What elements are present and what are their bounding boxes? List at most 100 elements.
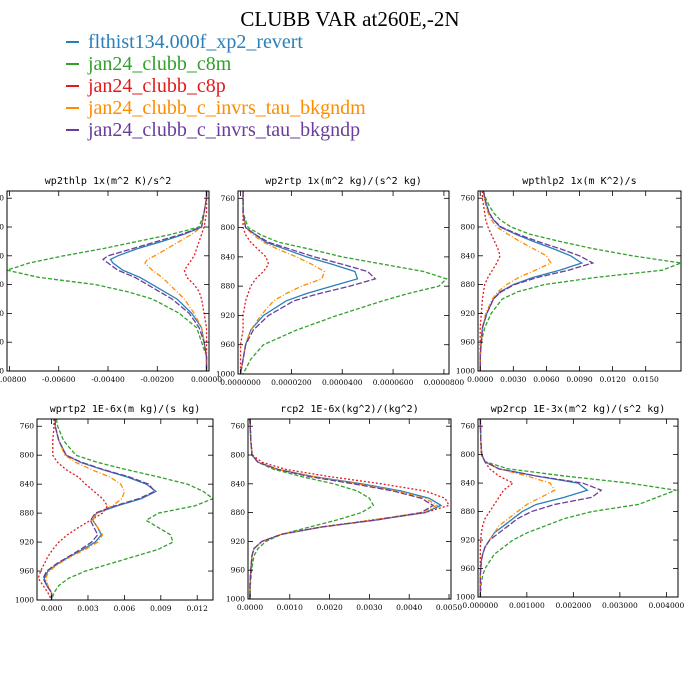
legend-label: jan24_clubb_c8p: [88, 75, 226, 97]
x-tick-label: 0.0150: [633, 375, 659, 384]
x-tick-label: 0.0000: [467, 375, 493, 384]
panel-title: wp2rtp 1x(m^2 kg)/(s^2 kg): [265, 176, 422, 187]
y-tick-label: 1000: [15, 596, 34, 605]
y-tick-label: 840: [461, 479, 476, 488]
legend-swatch: [66, 63, 79, 65]
panel-title: wpthlp2 1x(m K^2)/s: [522, 176, 636, 187]
y-tick-label: 760: [221, 194, 236, 203]
series-line: [42, 419, 156, 600]
panel-title: rcp2 1E-6x(kg^2)/(kg^2): [280, 404, 418, 415]
x-tick-label: 0.0030: [500, 375, 526, 384]
series-line: [242, 191, 448, 374]
series-line: [479, 419, 515, 597]
series-line: [479, 191, 552, 371]
panel-frame: [237, 190, 450, 375]
y-tick-label: 920: [461, 309, 476, 318]
y-tick-label: 960: [0, 338, 4, 347]
series-line: [249, 419, 375, 599]
legend-label: jan24_clubb_c8m: [88, 53, 232, 75]
legend-entry: jan24_clubb_c8p: [66, 75, 366, 97]
y-tick-label: 760: [0, 194, 4, 203]
x-tick-label: -0.00400: [91, 375, 125, 384]
y-tick-label: 1000: [216, 370, 235, 379]
y-tick-label: 880: [231, 508, 246, 517]
series-line: [239, 191, 270, 374]
legend-label: jan24_clubb_c_invrs_tau_bkgndm: [88, 97, 366, 119]
y-tick-label: 880: [461, 280, 476, 289]
series-line: [239, 191, 377, 374]
y-tick-label: 920: [461, 536, 476, 545]
y-tick-label: 960: [461, 564, 476, 573]
y-tick-label: 920: [221, 311, 236, 320]
x-tick-label: 0.0000200: [271, 378, 312, 387]
y-tick-label: 960: [221, 340, 236, 349]
y-tick-label: 800: [461, 223, 476, 232]
panel-title: wprtp2 1E-6x(m kg)/(s kg): [50, 404, 201, 415]
series-line: [479, 419, 589, 597]
x-tick-label: 0.002000: [555, 601, 591, 610]
series-line: [101, 191, 208, 371]
y-tick-label: 1000: [226, 595, 245, 604]
series-line: [479, 419, 603, 597]
x-tick-label: 0.0000: [237, 603, 263, 612]
series-line: [239, 191, 326, 374]
x-tick-label: 0.00000: [191, 375, 222, 384]
series-line: [249, 419, 450, 599]
panel-title: wp2thlp 1x(m^2 K)/s^2: [45, 176, 171, 187]
legend-swatch: [66, 41, 79, 43]
x-tick-label: 0.0020: [316, 603, 342, 612]
panel-frame: [6, 190, 210, 372]
legend-label: flthist134.000f_xp2_revert: [88, 31, 303, 53]
x-tick-label: 0.003000: [602, 601, 638, 610]
legend-swatch: [66, 85, 79, 87]
series-line: [479, 419, 678, 597]
y-tick-label: 920: [20, 538, 35, 547]
legend-entry: flthist134.000f_xp2_revert: [66, 31, 366, 53]
series-line: [109, 191, 208, 371]
y-tick-label: 840: [221, 252, 236, 261]
y-tick-label: 800: [20, 451, 35, 460]
x-tick-label: 0.000000: [462, 601, 498, 610]
legend-entry: jan24_clubb_c_invrs_tau_bkgndp: [66, 119, 366, 141]
y-tick-label: 840: [461, 251, 476, 260]
y-tick-label: 760: [461, 422, 476, 431]
y-tick-label: 880: [0, 280, 4, 289]
x-tick-label: 0.0000800: [424, 378, 465, 387]
y-tick-label: 1000: [456, 367, 475, 376]
legend-entry: jan24_clubb_c8m: [66, 53, 366, 75]
series-line: [239, 191, 359, 374]
y-tick-label: 960: [20, 567, 35, 576]
x-tick-label: 0.0010: [277, 603, 303, 612]
x-tick-label: 0.0050: [436, 603, 462, 612]
x-tick-label: 0.001000: [509, 601, 545, 610]
y-tick-label: 880: [461, 507, 476, 516]
y-tick-label: 960: [231, 566, 246, 575]
series-line: [44, 419, 126, 600]
series-line: [479, 191, 501, 371]
y-tick-label: 840: [231, 479, 246, 488]
x-tick-label: 0.0120: [599, 375, 625, 384]
series-line: [249, 419, 439, 599]
y-tick-label: 800: [221, 223, 236, 232]
x-tick-label: 0.0060: [533, 375, 559, 384]
panel-title: wp2rcp 1E-3x(m^2 kg)/(s^2 kg): [491, 404, 666, 415]
x-tick-label: 0.0000000: [220, 378, 261, 387]
y-tick-label: 800: [231, 451, 246, 460]
panel-frame: [477, 190, 682, 372]
x-tick-label: 0.0000400: [322, 378, 363, 387]
legend-label: jan24_clubb_c_invrs_tau_bkgndp: [88, 119, 361, 141]
series-line: [479, 191, 681, 371]
x-tick-label: 0.004000: [648, 601, 684, 610]
panel-frame: [247, 418, 452, 600]
series-line: [479, 191, 595, 371]
series-line: [144, 191, 208, 371]
y-tick-label: 840: [20, 480, 35, 489]
y-tick-label: 800: [461, 450, 476, 459]
x-tick-label: 0.0000600: [373, 378, 414, 387]
y-tick-label: 760: [231, 422, 246, 431]
x-tick-label: 0.003: [77, 604, 99, 613]
y-tick-label: 1000: [456, 593, 475, 602]
y-tick-label: 760: [20, 422, 35, 431]
y-tick-label: 920: [0, 309, 4, 318]
